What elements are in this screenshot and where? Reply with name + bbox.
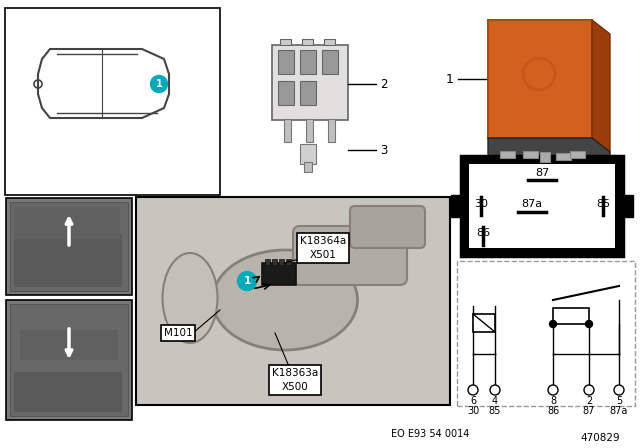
Bar bbox=[451, 195, 461, 217]
Bar bbox=[286, 259, 291, 265]
Circle shape bbox=[468, 385, 478, 395]
Bar bbox=[556, 153, 571, 160]
Bar bbox=[302, 39, 313, 45]
Circle shape bbox=[490, 385, 500, 395]
Text: M101: M101 bbox=[164, 328, 192, 338]
Text: 2: 2 bbox=[380, 78, 387, 90]
Bar bbox=[14, 234, 122, 287]
Text: 2: 2 bbox=[586, 396, 592, 406]
Circle shape bbox=[150, 76, 168, 92]
Bar bbox=[304, 162, 312, 172]
Bar bbox=[457, 261, 635, 406]
Bar bbox=[10, 202, 128, 291]
Polygon shape bbox=[488, 138, 610, 158]
Text: 1: 1 bbox=[446, 73, 454, 86]
Bar bbox=[278, 50, 294, 74]
Circle shape bbox=[614, 385, 624, 395]
Polygon shape bbox=[592, 20, 610, 152]
Bar bbox=[272, 45, 348, 120]
Text: 3: 3 bbox=[380, 143, 387, 156]
Text: 4: 4 bbox=[492, 396, 498, 406]
Ellipse shape bbox=[163, 253, 218, 343]
Text: 86: 86 bbox=[547, 406, 559, 416]
Bar bbox=[306, 119, 313, 142]
Circle shape bbox=[237, 271, 257, 290]
Text: K18364a
X501: K18364a X501 bbox=[300, 236, 346, 260]
Polygon shape bbox=[38, 49, 169, 118]
Bar bbox=[469, 164, 615, 248]
Text: 87a: 87a bbox=[610, 406, 628, 416]
Text: 87: 87 bbox=[583, 406, 595, 416]
Bar bbox=[6, 198, 132, 295]
Bar bbox=[324, 39, 335, 45]
Text: 87a: 87a bbox=[522, 199, 543, 209]
Bar bbox=[523, 151, 538, 158]
Text: K18363a
X500: K18363a X500 bbox=[272, 368, 318, 392]
Text: 5: 5 bbox=[616, 396, 622, 406]
Bar bbox=[473, 314, 495, 332]
Text: 86: 86 bbox=[476, 228, 490, 238]
Circle shape bbox=[586, 320, 593, 327]
Bar bbox=[20, 330, 118, 360]
Bar bbox=[623, 195, 633, 217]
Circle shape bbox=[584, 385, 594, 395]
Bar bbox=[136, 197, 450, 405]
Bar bbox=[553, 308, 589, 324]
Bar bbox=[279, 259, 284, 265]
FancyBboxPatch shape bbox=[293, 226, 407, 285]
Bar bbox=[322, 50, 338, 74]
Bar bbox=[284, 119, 291, 142]
Text: EO E93 54 0014: EO E93 54 0014 bbox=[391, 429, 469, 439]
Text: 85: 85 bbox=[596, 199, 610, 209]
Text: 1: 1 bbox=[243, 276, 251, 286]
Text: 8: 8 bbox=[550, 396, 556, 406]
Bar bbox=[265, 259, 270, 265]
Text: 470829: 470829 bbox=[580, 433, 620, 443]
Bar bbox=[5, 8, 220, 195]
Bar bbox=[570, 151, 585, 158]
Text: 1: 1 bbox=[156, 79, 163, 89]
Bar bbox=[461, 156, 623, 256]
Ellipse shape bbox=[212, 250, 358, 350]
FancyBboxPatch shape bbox=[350, 206, 425, 248]
Circle shape bbox=[548, 385, 558, 395]
Text: 6: 6 bbox=[470, 396, 476, 406]
Circle shape bbox=[550, 320, 557, 327]
Bar bbox=[328, 119, 335, 142]
Bar bbox=[14, 372, 122, 412]
Bar bbox=[10, 304, 128, 416]
Bar bbox=[540, 152, 550, 162]
Polygon shape bbox=[488, 20, 592, 138]
Bar bbox=[300, 144, 316, 164]
Bar bbox=[300, 81, 316, 105]
Text: 30: 30 bbox=[474, 199, 488, 209]
Bar bbox=[272, 259, 277, 265]
Text: 87: 87 bbox=[535, 168, 549, 178]
Bar bbox=[500, 151, 515, 158]
Bar bbox=[262, 263, 296, 285]
Bar bbox=[300, 50, 316, 74]
Bar bbox=[278, 81, 294, 105]
Bar bbox=[280, 39, 291, 45]
Text: 30: 30 bbox=[467, 406, 479, 416]
Bar bbox=[14, 207, 120, 239]
Text: 85: 85 bbox=[489, 406, 501, 416]
Bar bbox=[6, 300, 132, 420]
